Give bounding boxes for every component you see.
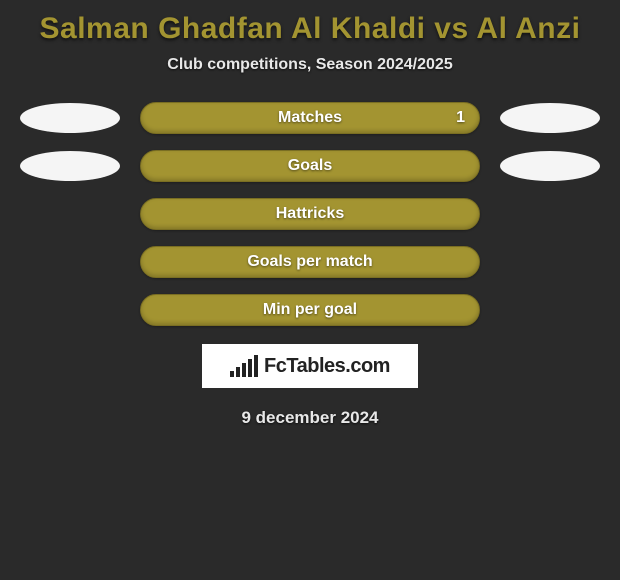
left-ellipse [20, 151, 120, 181]
stat-bar: Min per goal [140, 294, 480, 326]
subtitle: Club competitions, Season 2024/2025 [0, 56, 620, 102]
stat-label: Hattricks [276, 205, 344, 223]
date-text: 9 december 2024 [0, 408, 620, 428]
stat-row: Goals [0, 150, 620, 182]
logo-text: FcTables.com [264, 355, 390, 378]
stat-bar: Goals per match [140, 246, 480, 278]
stat-row: Matches 1 [0, 102, 620, 134]
right-ellipse [500, 151, 600, 181]
stat-row: Hattricks [0, 198, 620, 230]
stat-label: Matches [278, 109, 342, 127]
page-title: Salman Ghadfan Al Khaldi vs Al Anzi [0, 8, 620, 56]
left-ellipse [20, 103, 120, 133]
stat-label: Goals [288, 157, 332, 175]
stat-row: Min per goal [0, 294, 620, 326]
logo-box: FcTables.com [202, 344, 418, 388]
stat-label: Goals per match [247, 253, 372, 271]
right-ellipse [500, 103, 600, 133]
stat-bar: Matches 1 [140, 102, 480, 134]
stat-value-right: 1 [456, 109, 465, 127]
stat-label: Min per goal [263, 301, 357, 319]
stat-bar: Hattricks [140, 198, 480, 230]
barchart-icon [230, 355, 258, 377]
stat-row: Goals per match [0, 246, 620, 278]
stat-bar: Goals [140, 150, 480, 182]
